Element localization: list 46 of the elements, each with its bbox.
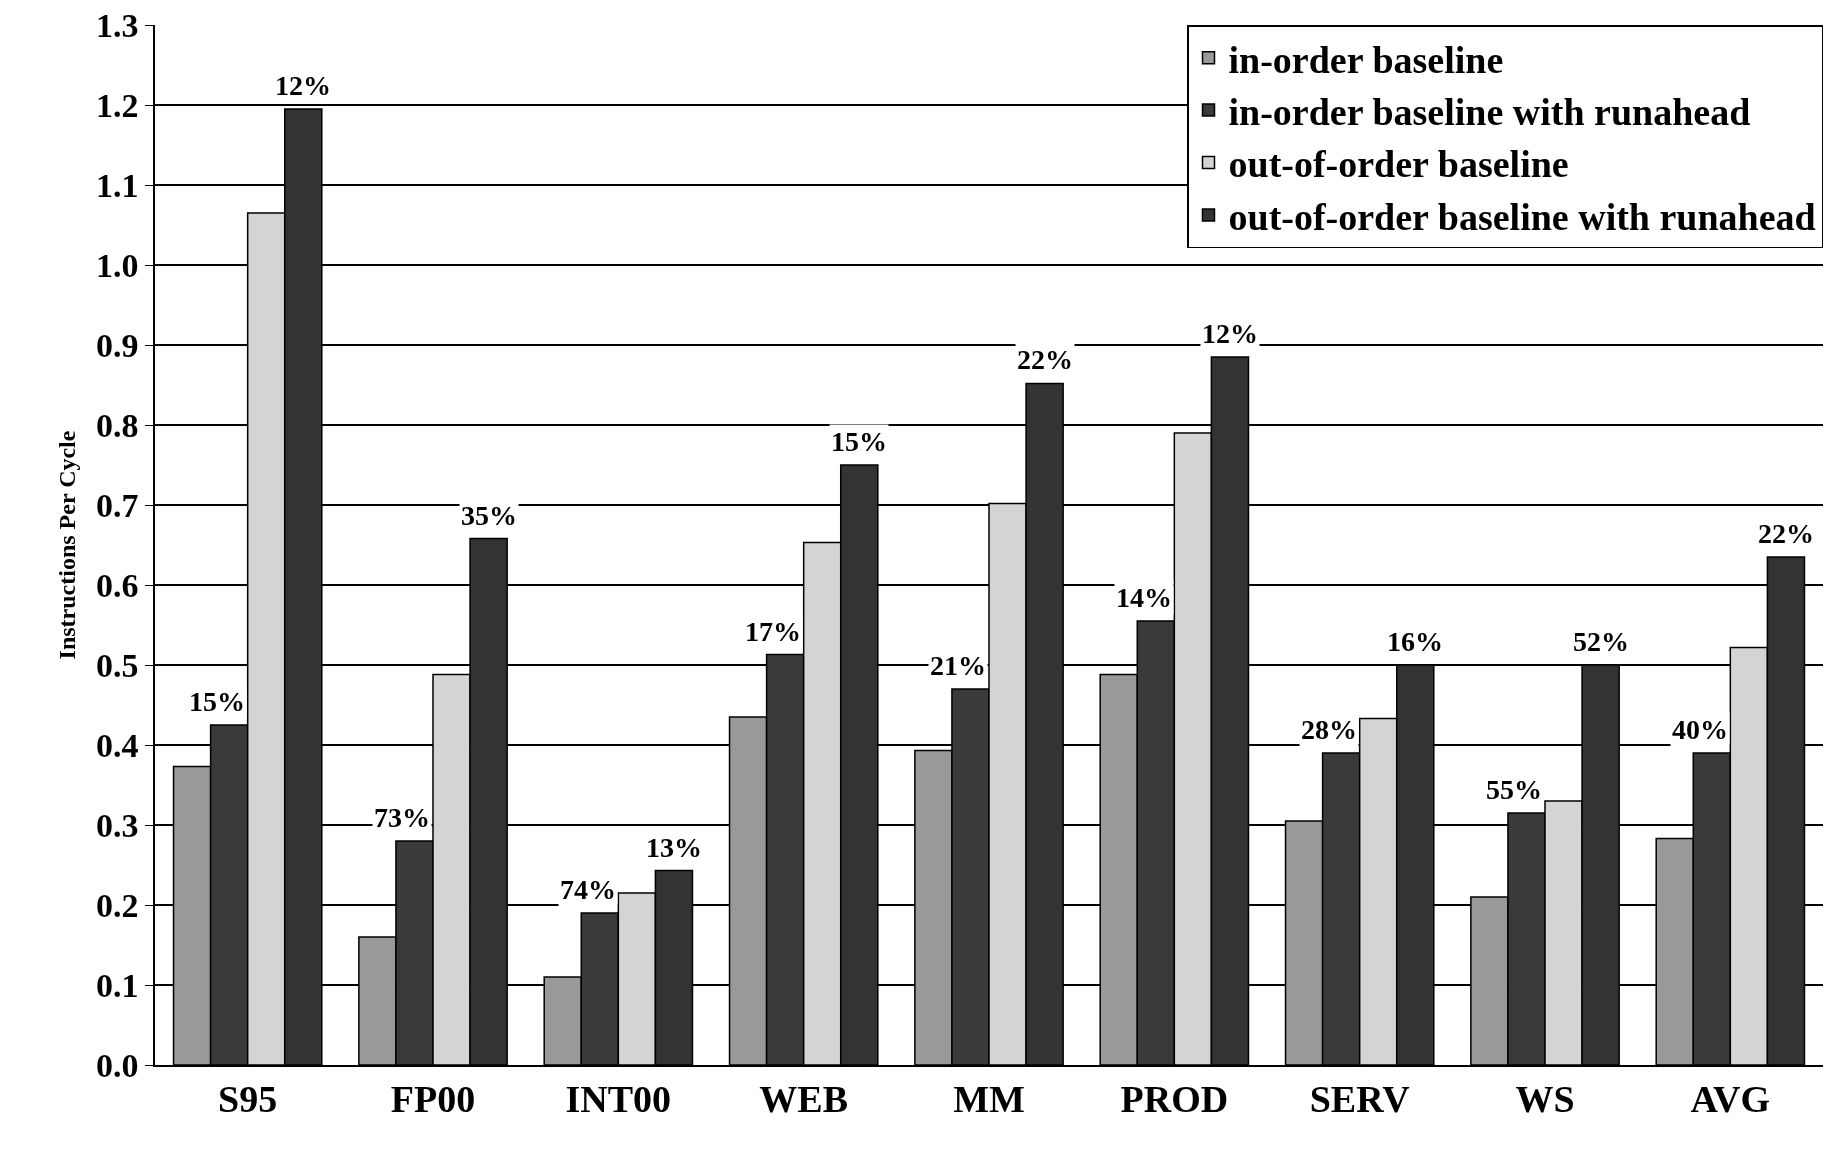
- x-tick-label: MM: [953, 1078, 1025, 1121]
- y-tick-label: 0.4: [95, 726, 139, 764]
- y-tick-label: 1.1: [95, 166, 139, 204]
- annotation: 15%: [189, 686, 245, 717]
- legend-label: in-order baseline with runahead: [1228, 90, 1751, 133]
- x-tick-label: PROD: [1120, 1078, 1229, 1121]
- annotation: 40%: [1672, 714, 1728, 745]
- y-tick-label: 0.6: [95, 566, 139, 604]
- annotation: 35%: [461, 500, 517, 531]
- annotation: 22%: [1758, 518, 1814, 549]
- y-tick-label: 0.9: [95, 326, 139, 364]
- x-tick-label: WS: [1515, 1078, 1575, 1121]
- x-tick-label: AVG: [1690, 1078, 1771, 1121]
- legend-label: out-of-order baseline: [1228, 143, 1569, 186]
- annotation: 17%: [745, 616, 801, 647]
- y-tick-label: 0.0: [95, 1046, 139, 1084]
- annotation: 21%: [930, 650, 986, 681]
- y-tick-label: 0.3: [95, 806, 139, 844]
- y-tick-label: 0.7: [95, 486, 139, 524]
- y-axis-title: Instructions Per Cycle: [53, 430, 80, 660]
- y-tick-label: 1.0: [95, 246, 139, 284]
- annotation: 12%: [275, 70, 331, 101]
- x-tick-label: FP00: [390, 1078, 476, 1121]
- annotation: 73%: [374, 802, 430, 833]
- x-tick-label: WEB: [759, 1078, 849, 1121]
- annotation: 16%: [1387, 626, 1443, 657]
- y-tick-label: 1.3: [95, 6, 139, 44]
- x-tick-label: INT00: [565, 1078, 672, 1121]
- legend-label: in-order baseline: [1228, 38, 1504, 81]
- y-tick-label: 0.8: [95, 406, 139, 444]
- y-tick-label: 0.5: [95, 646, 139, 684]
- y-tick-label: 1.2: [95, 86, 139, 124]
- annotation: 13%: [646, 832, 702, 863]
- annotation: 14%: [1116, 582, 1172, 613]
- annotation: 15%: [831, 426, 887, 457]
- annotation: 22%: [1017, 344, 1073, 375]
- annotation: 52%: [1573, 626, 1629, 657]
- annotation: 12%: [1202, 318, 1258, 349]
- x-tick-label: S95: [218, 1078, 278, 1121]
- y-tick-label: 0.2: [95, 886, 139, 924]
- legend-label: out-of-order baseline with runahead: [1228, 195, 1816, 238]
- annotation: 74%: [560, 874, 616, 905]
- annotation: 55%: [1486, 774, 1542, 805]
- y-tick-label: 0.1: [95, 966, 139, 1004]
- annotation: 28%: [1301, 714, 1357, 745]
- x-tick-label: SERV: [1309, 1078, 1411, 1121]
